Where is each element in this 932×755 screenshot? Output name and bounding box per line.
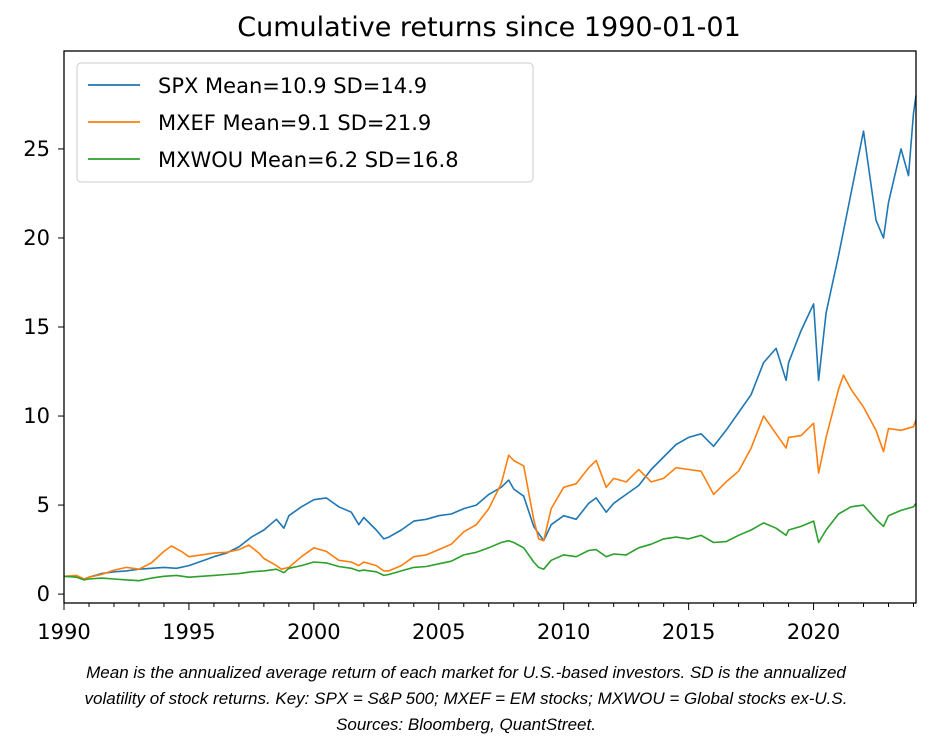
y-tick-label: 5	[37, 493, 50, 517]
y-tick-label: 0	[37, 582, 50, 606]
plot-series	[63, 95, 917, 582]
legend: SPX Mean=10.9 SD=14.9 MXEF Mean=9.1 SD=21…	[76, 62, 534, 183]
chart-title: Cumulative returns since 1990-01-01	[237, 12, 741, 43]
y-tick-label: 15	[23, 315, 50, 339]
series-line-2	[63, 374, 917, 580]
caption-line-3: Sources: Bloomberg, QuantStreet.	[336, 715, 596, 734]
x-tick-label: 1990	[37, 620, 90, 644]
x-tick-label: 2010	[537, 620, 590, 644]
legend-label-3: MXWOU Mean=6.2 SD=16.8	[158, 148, 459, 172]
returns-chart: Cumulative returns since 1990-01-01 1990…	[23, 12, 917, 644]
chart-caption: Mean is the annualized average return of…	[0, 660, 932, 738]
y-tick-label: 20	[23, 226, 50, 250]
legend-label-1: SPX Mean=10.9 SD=14.9	[158, 74, 427, 98]
x-tick-label: 1995	[162, 620, 215, 644]
caption-line-1: Mean is the annualized average return of…	[86, 663, 846, 682]
series-line-1	[64, 95, 917, 580]
legend-label-2: MXEF Mean=9.1 SD=21.9	[158, 111, 431, 135]
y-tick-label: 25	[23, 137, 50, 161]
y-axis: 0 5 10 15 20 25	[23, 137, 64, 606]
legend-box	[76, 62, 534, 183]
x-tick-label: 2015	[662, 620, 715, 644]
y-tick-label: 10	[23, 404, 50, 428]
x-tick-label: 2020	[787, 620, 840, 644]
series-line-3	[63, 502, 917, 582]
x-tick-label: 2000	[287, 620, 340, 644]
x-tick-label: 2005	[412, 620, 465, 644]
x-axis: 1990 1995 2000 2005 2010 2015 2020	[37, 603, 915, 644]
caption-line-2: volatility of stock returns. Key: SPX = …	[84, 689, 848, 708]
